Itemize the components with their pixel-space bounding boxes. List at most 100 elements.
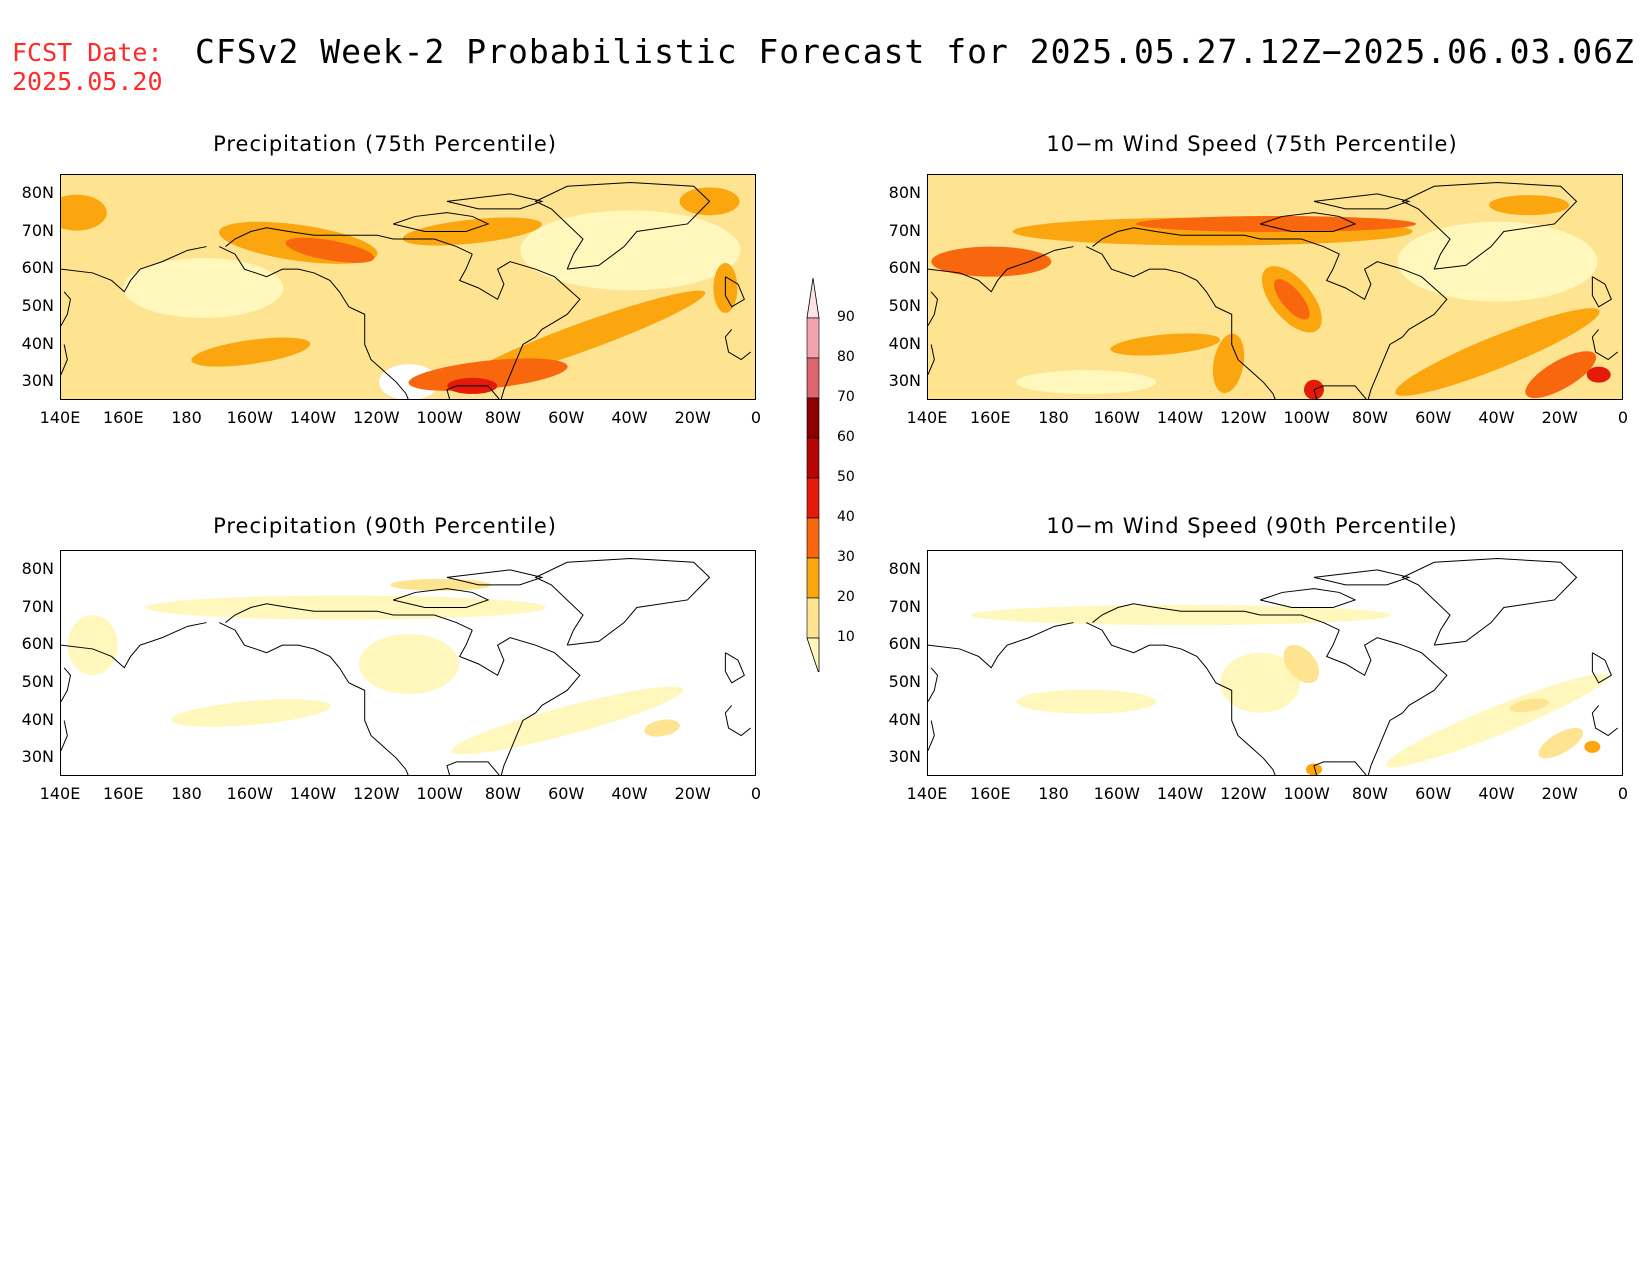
coastline bbox=[724, 329, 751, 361]
coastline bbox=[1313, 336, 1403, 399]
lon-tick-label: 100W bbox=[1283, 784, 1330, 803]
coastline bbox=[1591, 705, 1618, 737]
coastline bbox=[61, 622, 207, 669]
lon-tick-label: 120W bbox=[353, 408, 400, 427]
coastline bbox=[1591, 276, 1612, 308]
lon-tick-label: 80W bbox=[484, 408, 521, 427]
precip-90-map bbox=[60, 550, 756, 776]
lon-tick-label: 140E bbox=[906, 408, 948, 427]
probability-shading bbox=[1283, 644, 1320, 684]
lon-tick-label: 60W bbox=[1415, 784, 1452, 803]
legend-label-20: 20 bbox=[837, 589, 855, 605]
map-canvas bbox=[928, 551, 1622, 775]
lon-tick-label: 100W bbox=[1283, 408, 1330, 427]
probability-shading bbox=[931, 246, 1052, 277]
lon-tick-label: 140E bbox=[39, 784, 81, 803]
coastline bbox=[928, 344, 935, 375]
precip-75-map bbox=[60, 174, 756, 400]
coastline bbox=[218, 622, 409, 775]
coastline bbox=[1325, 629, 1448, 714]
coastline bbox=[446, 569, 544, 586]
probability-shading bbox=[1584, 740, 1601, 753]
lon-tick-label: 20W bbox=[674, 784, 711, 803]
wind-75-map bbox=[927, 174, 1623, 400]
probability-shading bbox=[1220, 652, 1301, 713]
legend-label-60: 60 bbox=[837, 429, 855, 445]
lon-tick-label: 160E bbox=[969, 784, 1011, 803]
probability-shading bbox=[1489, 195, 1570, 216]
legend-label-30: 30 bbox=[837, 549, 855, 565]
panel-title-precip-75: Precipitation (75th Percentile) bbox=[213, 132, 557, 156]
coastline bbox=[1401, 182, 1578, 270]
lat-tick-label: 80N bbox=[888, 558, 921, 578]
coastline bbox=[1591, 329, 1618, 361]
coastline bbox=[928, 720, 935, 751]
page-title: CFSv2 Week-2 Probabilistic Forecast for … bbox=[195, 32, 1635, 71]
coastline bbox=[1313, 712, 1403, 775]
coastline bbox=[1092, 603, 1340, 631]
lon-tick-label: 100W bbox=[416, 408, 463, 427]
coastline bbox=[225, 603, 473, 631]
legend-swatch-80-90 bbox=[806, 317, 820, 359]
legend-cap-top bbox=[806, 277, 820, 319]
lon-tick-label: 80W bbox=[1351, 784, 1388, 803]
lon-tick-label: 140E bbox=[906, 784, 948, 803]
legend-swatch-50-60 bbox=[806, 437, 820, 479]
lat-tick-label: 70N bbox=[21, 596, 54, 616]
probability-shading bbox=[1305, 763, 1322, 775]
coastline bbox=[446, 193, 544, 210]
lon-tick-label: 160W bbox=[1093, 408, 1140, 427]
lon-tick-label: 60W bbox=[548, 408, 585, 427]
legend-swatch-40-50 bbox=[806, 477, 820, 519]
coastline bbox=[724, 652, 745, 684]
lat-tick-label: 70N bbox=[888, 220, 921, 240]
coastline bbox=[446, 336, 536, 399]
coastline bbox=[1591, 652, 1612, 684]
lat-tick-label: 30N bbox=[21, 747, 54, 767]
lon-tick-label: 0 bbox=[750, 784, 762, 803]
probability-shading bbox=[971, 605, 1392, 626]
coastline bbox=[928, 246, 1074, 293]
coastline bbox=[446, 712, 536, 775]
lat-tick-label: 60N bbox=[888, 258, 921, 278]
lon-tick-label: 180 bbox=[1038, 408, 1069, 427]
lon-tick-label: 80W bbox=[484, 784, 521, 803]
lon-tick-label: 160E bbox=[102, 784, 144, 803]
coastline bbox=[1085, 246, 1276, 399]
legend-label-80: 80 bbox=[837, 349, 855, 365]
probability-shading bbox=[145, 595, 546, 620]
coastline bbox=[458, 253, 581, 338]
legend-label-10: 10 bbox=[837, 629, 855, 645]
coastline bbox=[61, 720, 68, 751]
lon-tick-label: 120W bbox=[353, 784, 400, 803]
lon-tick-label: 120W bbox=[1220, 784, 1267, 803]
probability-shading bbox=[408, 358, 568, 391]
lon-tick-label: 160W bbox=[226, 408, 273, 427]
lon-tick-label: 160E bbox=[969, 408, 1011, 427]
probability-shading bbox=[359, 634, 459, 694]
lon-tick-label: 60W bbox=[1415, 408, 1452, 427]
lon-tick-label: 160W bbox=[1093, 784, 1140, 803]
legend-cap-bottom bbox=[806, 637, 820, 675]
lon-tick-label: 40W bbox=[1478, 408, 1515, 427]
probability-shading bbox=[1016, 370, 1157, 395]
lon-tick-label: 0 bbox=[1617, 408, 1629, 427]
lon-tick-label: 0 bbox=[1617, 784, 1629, 803]
probability-shading bbox=[1212, 333, 1245, 393]
lat-tick-label: 60N bbox=[21, 634, 54, 654]
probability-shading bbox=[451, 686, 684, 755]
probability-shading bbox=[171, 699, 331, 727]
lat-tick-label: 80N bbox=[21, 558, 54, 578]
lat-tick-label: 40N bbox=[888, 333, 921, 353]
legend-swatch-10-20 bbox=[806, 597, 820, 639]
lat-tick-label: 40N bbox=[888, 709, 921, 729]
coastline bbox=[1313, 569, 1411, 586]
map-canvas bbox=[61, 551, 755, 775]
lon-tick-label: 120W bbox=[1220, 408, 1267, 427]
lon-tick-label: 80W bbox=[1351, 408, 1388, 427]
coastline bbox=[1085, 622, 1276, 775]
legend-label-90: 90 bbox=[837, 309, 855, 325]
lon-tick-label: 140E bbox=[39, 408, 81, 427]
lon-tick-label: 140W bbox=[1156, 408, 1204, 427]
coastline bbox=[534, 558, 711, 646]
